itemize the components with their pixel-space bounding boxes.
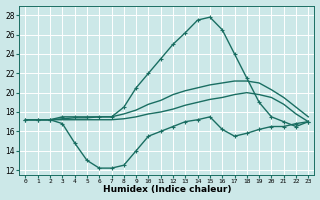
X-axis label: Humidex (Indice chaleur): Humidex (Indice chaleur) [103, 185, 231, 194]
